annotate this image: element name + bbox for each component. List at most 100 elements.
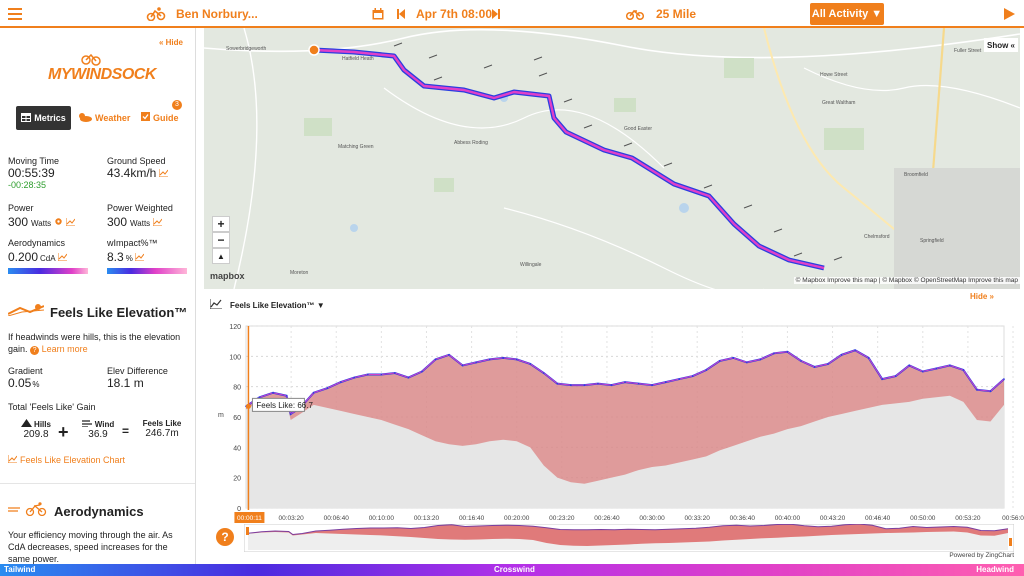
gradient-unit: % bbox=[32, 380, 40, 389]
bike-icon bbox=[626, 0, 644, 28]
divider bbox=[0, 483, 195, 484]
all-activity-dropdown[interactable]: All Activity ▼ bbox=[810, 3, 884, 25]
y-tick-label: 20 bbox=[233, 476, 241, 483]
map-attribution[interactable]: © Mapbox Improve this map | © Mapbox © O… bbox=[793, 277, 1020, 284]
wind-label: Wind bbox=[94, 419, 115, 429]
data-point bbox=[976, 388, 978, 391]
data-point bbox=[894, 375, 897, 377]
gradient-value: 0.05 bbox=[8, 376, 32, 390]
gear-icon[interactable] bbox=[54, 213, 63, 231]
data-point bbox=[624, 381, 626, 383]
data-point bbox=[610, 384, 613, 386]
x-tick-label: 00:03:20 bbox=[278, 515, 304, 522]
data-point bbox=[908, 364, 911, 367]
feels-like-elevation-chart[interactable]: 0 20 40 60 80 100 120 m 00:03:20 00:06:40 00:10:00… bbox=[204, 310, 1024, 540]
x-tick-label: 00:53:20 bbox=[955, 515, 981, 522]
chart-icon[interactable] bbox=[152, 213, 163, 231]
previous-icon[interactable] bbox=[397, 0, 405, 28]
x-tick-label: 00:16:40 bbox=[459, 515, 485, 522]
x-tick-label: 00:43:20 bbox=[820, 515, 846, 522]
data-point bbox=[881, 378, 883, 380]
y-tick-label: 80 bbox=[233, 385, 241, 392]
data-point bbox=[678, 378, 680, 380]
feels-like-chart-link[interactable]: Feels Like Elevation Chart bbox=[7, 455, 125, 465]
map-canvas[interactable] bbox=[204, 28, 1020, 289]
show-panel-button[interactable]: Show « bbox=[983, 38, 1018, 52]
menu-icon[interactable] bbox=[8, 0, 22, 28]
route-map[interactable]: Sowerbridgeworth Hatfield Heath Matching… bbox=[204, 28, 1020, 289]
compass-button[interactable]: ▲ bbox=[212, 248, 230, 264]
x-tick-label: 00:30:00 bbox=[639, 515, 665, 522]
logo-text: MYWINDSOCK bbox=[48, 66, 156, 83]
chart-icon[interactable] bbox=[158, 166, 169, 180]
gradient-label: Gradient bbox=[8, 366, 43, 376]
data-point bbox=[597, 382, 599, 385]
aerodynamics-rider-icon bbox=[8, 502, 48, 521]
line-chart-icon bbox=[209, 296, 222, 314]
zoom-in-button[interactable]: + bbox=[212, 216, 230, 232]
tooltip-text: Feels Like: 66.7 bbox=[256, 401, 313, 410]
aerodynamics-title: Aerodynamics bbox=[54, 504, 144, 519]
activity-date[interactable]: Apr 7th 08:00 bbox=[416, 7, 493, 21]
data-point bbox=[1003, 378, 1005, 380]
tooltip: Feels Like: 66.7 bbox=[251, 397, 313, 412]
tab-metrics[interactable]: Metrics bbox=[16, 106, 71, 130]
data-point bbox=[962, 369, 965, 371]
data-point bbox=[258, 396, 261, 399]
cloud-icon bbox=[78, 112, 92, 124]
main-panel: Sowerbridgeworth Hatfield Heath Matching… bbox=[204, 28, 1024, 564]
data-point bbox=[786, 350, 789, 353]
data-point bbox=[867, 357, 870, 359]
zoom-out-button[interactable]: − bbox=[212, 232, 230, 248]
user-name[interactable]: Ben Norbury... bbox=[176, 7, 258, 21]
data-point bbox=[813, 366, 816, 368]
chart-type-dropdown[interactable]: Feels Like Elevation™ ▼ bbox=[230, 300, 325, 310]
x-tick-label: 00:50:00 bbox=[910, 515, 936, 522]
hills-value: 209.8 bbox=[23, 429, 49, 440]
calendar-icon[interactable] bbox=[372, 0, 384, 28]
help-icon[interactable]: ? bbox=[216, 528, 234, 546]
x-tick-label: 00:36:40 bbox=[730, 515, 756, 522]
plus-sign: + bbox=[58, 422, 69, 442]
distance: 25 Mile bbox=[656, 7, 697, 21]
ground-speed-value: 43.4km/h bbox=[107, 166, 157, 180]
data-point bbox=[339, 381, 342, 383]
data-point bbox=[272, 391, 274, 394]
overview-chart[interactable] bbox=[244, 524, 1014, 552]
headwind-label: Headwind bbox=[976, 565, 1014, 574]
data-point bbox=[637, 382, 640, 385]
chart-icon[interactable] bbox=[57, 248, 67, 266]
hide-sidebar-button[interactable]: « Hide bbox=[158, 38, 183, 47]
chart-icon[interactable] bbox=[65, 213, 76, 231]
series-area-elevation bbox=[246, 395, 1004, 508]
data-point bbox=[759, 358, 762, 361]
wimpact-unit: % bbox=[125, 254, 133, 263]
power-weighted-unit: Watts bbox=[130, 219, 151, 228]
chart-icon[interactable] bbox=[134, 248, 145, 266]
data-point bbox=[705, 369, 708, 371]
hide-chart-button[interactable]: Hide » bbox=[969, 292, 994, 301]
guide-badge: 3 bbox=[172, 100, 182, 110]
chart-icon bbox=[7, 455, 18, 465]
data-point bbox=[353, 376, 356, 379]
data-point bbox=[448, 354, 450, 356]
data-point bbox=[461, 364, 464, 367]
mapbox-logo[interactable]: mapbox bbox=[210, 271, 245, 281]
power-weighted-value: 300 bbox=[107, 215, 128, 229]
y-tick-label: 100 bbox=[229, 354, 241, 361]
power-unit: Watts bbox=[31, 219, 52, 228]
ground-speed-label: Ground Speed bbox=[107, 156, 166, 166]
y-tick-label: 0 bbox=[237, 506, 241, 513]
tab-guide[interactable]: Guide bbox=[141, 112, 179, 123]
place-label: Willingale bbox=[520, 262, 542, 268]
wind-direction-legend: Tailwind Crosswind Headwind bbox=[0, 564, 1024, 576]
x-tick-label: 00:26:40 bbox=[594, 515, 620, 522]
data-point bbox=[326, 387, 329, 389]
next-icon[interactable] bbox=[492, 0, 500, 28]
tab-weather[interactable]: Weather bbox=[78, 112, 130, 124]
data-point bbox=[732, 357, 735, 359]
data-point bbox=[949, 364, 951, 367]
learn-more-link[interactable]: Learn more bbox=[41, 344, 88, 354]
help-icon[interactable]: ? bbox=[30, 346, 40, 355]
play-icon[interactable] bbox=[1004, 0, 1015, 28]
